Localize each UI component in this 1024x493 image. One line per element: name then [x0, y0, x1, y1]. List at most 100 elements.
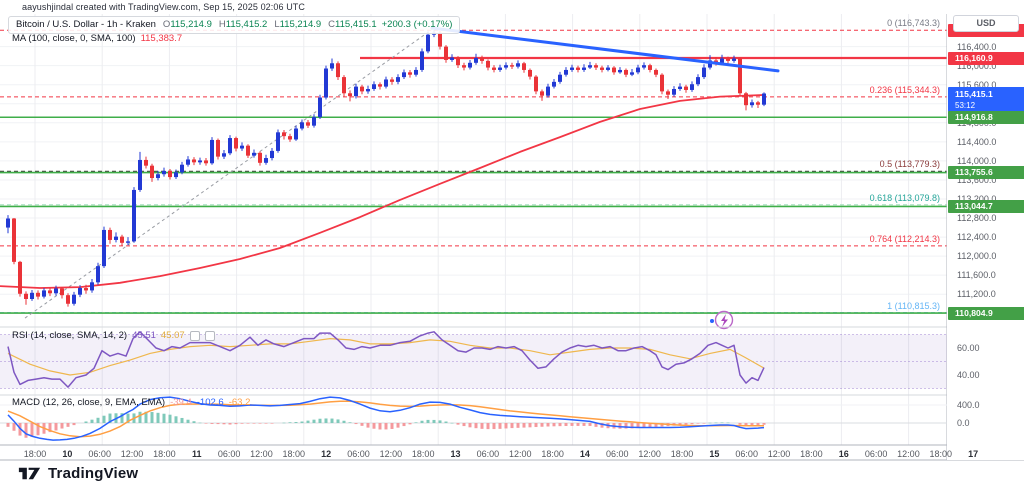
rsi-ma-value: 45.07: [160, 330, 185, 341]
indicator-menu-icon[interactable]: [204, 330, 215, 341]
trendline-blue[interactable]: [430, 26, 780, 73]
time-tick-label: 12:00: [379, 449, 403, 459]
time-tick-label: 18:00: [541, 449, 564, 459]
fib-label-0.764: 0.764 (112,214.3): [869, 233, 940, 244]
time-tick-label: 06:00: [864, 449, 888, 459]
price-tick-label: 112,800.0: [957, 213, 997, 224]
price-badge: 115,415.1 53:12: [948, 86, 1024, 112]
rsi-band: [0, 334, 947, 389]
tradingview-logo-icon: [18, 467, 41, 480]
time-tick-label: 11: [191, 449, 202, 459]
macd-legend[interactable]: MACD (12, 26, close, 9, EMA, EMA) -39.4 …: [12, 397, 250, 408]
time-tick-label: 12:00: [767, 449, 791, 459]
time-tick-label: 18:00: [153, 449, 176, 459]
time-tick-label: 06:00: [217, 449, 241, 459]
macd-line[interactable]: [7, 396, 765, 441]
rsi-tick-label: 60.00: [957, 343, 980, 353]
price-badge: 113,755.6: [948, 166, 1024, 180]
rsi-ma-line[interactable]: [7, 337, 765, 376]
price-tick-label: 111,600.0: [957, 270, 996, 281]
close-label: C: [328, 19, 336, 30]
price-badge: 113,044.7: [948, 199, 1024, 213]
time-tick-label: 12: [321, 449, 332, 459]
low-label: L: [274, 19, 280, 30]
macd-label: MACD (12, 26, close, 9, EMA, EMA): [12, 397, 166, 408]
macd-signal-line[interactable]: [7, 400, 765, 438]
lightning-glyph-icon: [721, 314, 728, 327]
time-tick-label: 16: [838, 449, 849, 459]
price-tick-label: 116,400.0: [957, 41, 997, 52]
price-tick-label: 113,600.0: [957, 174, 997, 185]
time-tick-label: 18:00: [282, 449, 306, 459]
ma-value: 115,383.7: [140, 33, 183, 44]
macd-tick-label: 0.0: [957, 418, 970, 428]
symbol-title: Bitcoin / U.S. Dollar - 1h - Kraken: [16, 19, 156, 30]
rsi-value: 45.51: [132, 330, 156, 341]
candlestick-series[interactable]: [6, 30, 766, 307]
anchor-dot-icon[interactable]: [710, 319, 714, 323]
macd-tick-label: 400.0: [957, 400, 980, 410]
time-tick-label: 18:00: [411, 449, 435, 459]
symbol-legend[interactable]: Bitcoin / U.S. Dollar - 1h - Kraken O115…: [8, 16, 461, 34]
macd-signal-value: -63.2: [228, 397, 251, 408]
countdown-timer: 53:12: [955, 100, 976, 110]
macd-hist-value: -39.4: [170, 397, 192, 408]
time-tick-label: 18:00: [929, 449, 953, 459]
price-tick-label: 113,200.0: [957, 193, 997, 204]
credit-text: aayushjindal created with TradingView.co…: [22, 2, 305, 12]
currency-button[interactable]: USD: [953, 15, 1019, 32]
ma100-line[interactable]: [0, 94, 765, 289]
ma-label: MA (100, close, 0, SMA, 100): [12, 33, 136, 44]
price-axis[interactable]: 116,400.0116,000.0115,600.0115,200.0114,…: [947, 14, 1024, 460]
time-tick-label: 12:00: [897, 449, 920, 459]
price-tick-label: 112,000.0: [957, 251, 997, 262]
brand-name: TradingView: [48, 464, 139, 482]
rsi-line[interactable]: [7, 331, 765, 388]
open-label: O: [162, 19, 171, 30]
time-tick-label: 06:00: [735, 449, 758, 459]
low-value: 115,214.9: [279, 19, 322, 30]
price-tick-label: 116,000.0: [957, 60, 997, 71]
time-tick-label: 06:00: [88, 449, 111, 459]
fib-label-0: 0 (116,743.3): [887, 18, 940, 29]
ma-legend[interactable]: MA (100, close, 0, SMA, 100) 115,383.7: [12, 33, 182, 44]
time-tick-label: 17: [968, 449, 979, 459]
time-tick-label: 18:00: [23, 449, 47, 459]
time-tick-label: 14: [579, 449, 590, 459]
rsi-legend[interactable]: RSI (14, close, SMA, 14, 2) 45.51 45.07: [12, 330, 215, 341]
time-tick-label: 10: [62, 449, 73, 459]
indicator-visibility-icon[interactable]: [189, 330, 200, 341]
price-tick-label: 112,400.0: [957, 232, 997, 243]
high-label: H: [218, 19, 226, 30]
price-tick-label: 114,400.0: [957, 136, 997, 147]
fib-label-0.618: 0.618 (113,079.8): [869, 192, 940, 203]
fib-label-0.236: 0.236 (115,344.3): [869, 84, 940, 95]
fib-label-1: 1 (110,815.3): [887, 300, 940, 311]
time-tick-label: 06:00: [347, 449, 370, 459]
price-tick-label: 114,000.0: [957, 155, 997, 166]
macd-line-value: -102.6: [196, 397, 224, 408]
time-tick-label: 15: [709, 449, 720, 459]
price-badge: 114,916.8: [948, 110, 1024, 124]
time-tick-label: 06:00: [606, 449, 629, 459]
time-tick-label: 12:00: [250, 449, 273, 459]
price-tick-label: 115,600.0: [957, 79, 997, 90]
rsi-label: RSI (14, close, SMA, 14, 2): [12, 330, 128, 341]
footer-brand[interactable]: TradingView: [18, 464, 138, 482]
change-value: +200.3 (+0.17%): [381, 19, 453, 30]
time-tick-label: 18:00: [670, 449, 694, 459]
time-tick-label: 12:00: [638, 449, 661, 459]
fib-label-0.5: 0.5 (113,779.3): [879, 159, 940, 170]
time-tick-label: 12:00: [120, 449, 144, 459]
close-value: 115,415.1: [335, 19, 377, 30]
price-badge: 116,160.9: [948, 51, 1024, 65]
time-tick-label: 06:00: [476, 449, 500, 459]
high-value: 115,415.2: [225, 19, 268, 30]
open-value: 115,214.9: [170, 19, 212, 30]
price-badge: 110,804.9: [948, 306, 1024, 320]
time-tick-label: 12:00: [508, 449, 532, 459]
time-tick-label: 13: [450, 449, 461, 459]
rsi-tick-label: 40.00: [957, 370, 980, 380]
